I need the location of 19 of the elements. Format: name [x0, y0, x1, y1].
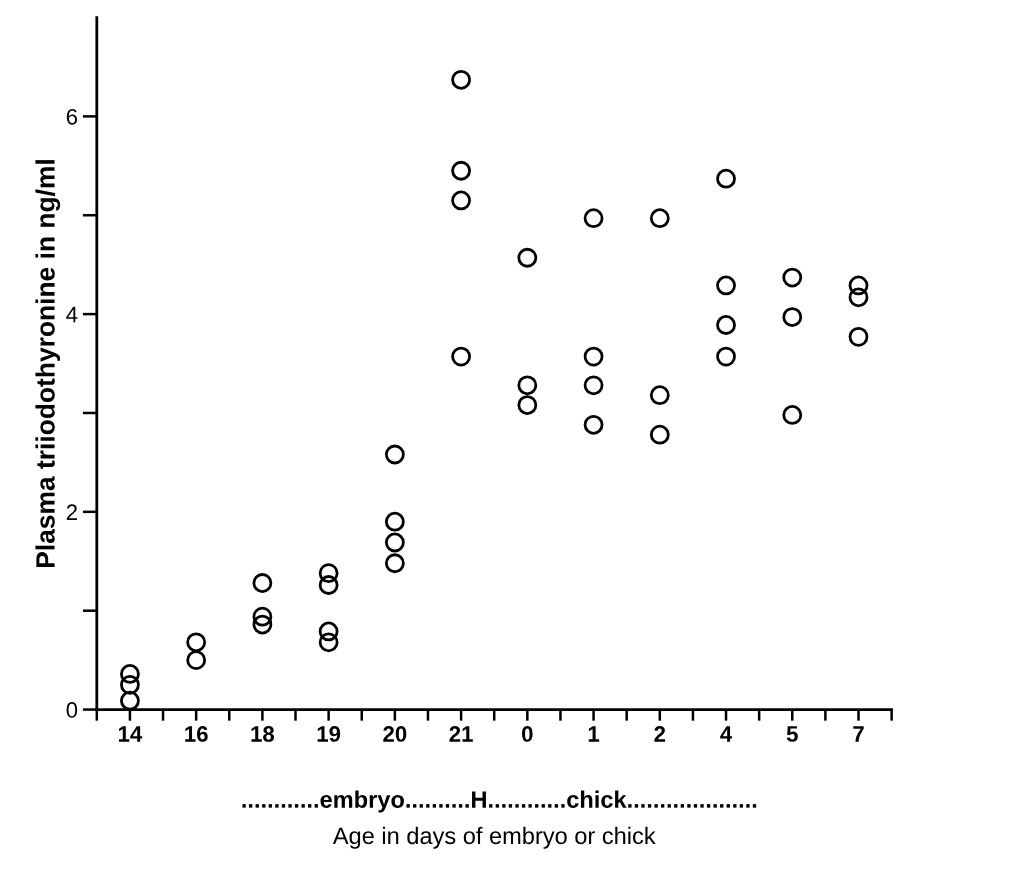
y-tick-label: 2 — [66, 504, 77, 520]
x-tick-label: 16 — [185, 726, 208, 742]
x-tick-label: 14 — [118, 726, 143, 742]
x-tick-label: 20 — [383, 726, 407, 742]
x-axis-title: Age in days of embryo or chick — [332, 826, 656, 849]
x-tick-label: 7 — [853, 726, 864, 742]
y-tick-label: 0 — [66, 702, 78, 718]
x-tick-label: 0 — [522, 726, 533, 742]
x-tick-label: 19 — [317, 726, 341, 742]
x-tick-label: 1 — [588, 726, 600, 742]
y-tick-label: 6 — [66, 108, 78, 125]
x-tick-label: 21 — [449, 726, 473, 742]
y-axis-title: Plasma triiodothyronine in ng/ml — [35, 160, 61, 568]
x-tick-label: 2 — [654, 726, 666, 742]
x-tick-label: 5 — [786, 726, 798, 742]
text: ............embryo..........H............chick.................... — [242, 790, 757, 813]
x-tick-label: 4 — [720, 726, 733, 742]
y-tick-label: 4 — [66, 306, 78, 323]
x-tick-label: 18 — [251, 726, 275, 742]
